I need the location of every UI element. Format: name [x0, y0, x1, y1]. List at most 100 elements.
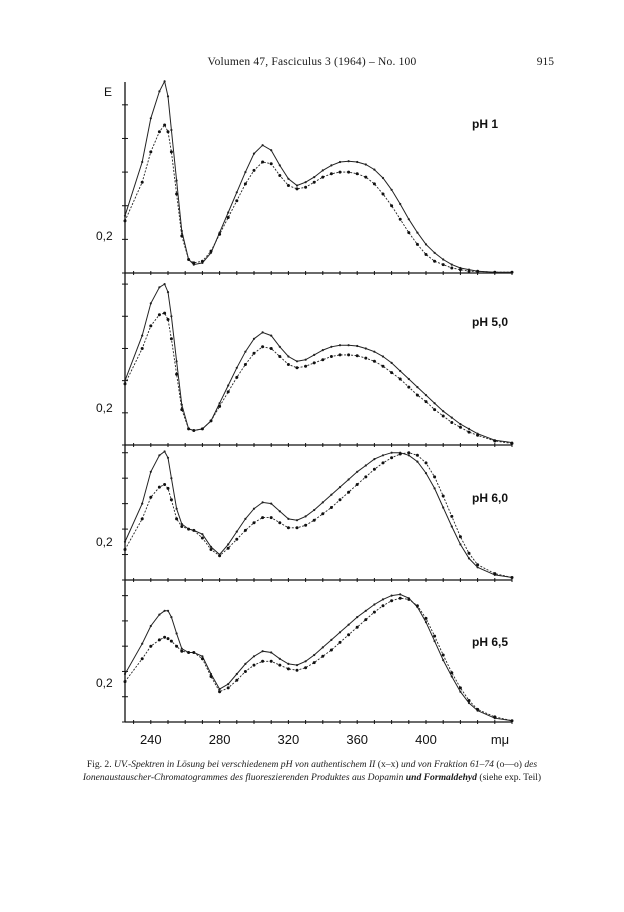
- data-point-x: [163, 80, 166, 83]
- data-point-x: [261, 144, 264, 147]
- data-point-o: [149, 495, 153, 499]
- data-point-o: [278, 663, 282, 667]
- data-point-x: [338, 160, 342, 164]
- data-point-o: [458, 686, 462, 690]
- data-point-o: [415, 242, 419, 246]
- data-point-o: [381, 461, 385, 465]
- data-point-x: [163, 609, 166, 612]
- data-point-x: [158, 90, 161, 93]
- data-point-x: [364, 609, 367, 612]
- data-point-o: [372, 610, 376, 614]
- data-point-o: [226, 216, 230, 219]
- data-point-o: [209, 548, 213, 551]
- data-point-o: [243, 363, 247, 366]
- series-line-fraction: [124, 312, 513, 444]
- data-point-o: [407, 451, 411, 455]
- data-point-o: [269, 347, 273, 350]
- data-point-o: [510, 719, 514, 723]
- data-point-o: [180, 234, 184, 238]
- data-point-o: [166, 130, 170, 134]
- data-point-x: [313, 653, 316, 657]
- data-point-o: [166, 637, 170, 641]
- data-point-o: [312, 180, 316, 184]
- data-point-x: [218, 688, 221, 691]
- data-point-o: [243, 528, 247, 532]
- caption-text-spectra: UV.-Spektren in Lösung bei verschiedenem…: [114, 759, 376, 770]
- data-point-x: [424, 243, 428, 246]
- data-point-o: [407, 385, 411, 389]
- data-point-o: [235, 199, 239, 203]
- data-point-x: [141, 502, 144, 505]
- data-point-x: [433, 640, 436, 643]
- data-point-o: [243, 182, 247, 186]
- data-point-x: [407, 454, 410, 457]
- data-point-x: [227, 211, 230, 214]
- data-point-o: [286, 184, 290, 187]
- series-line-fraction: [124, 124, 512, 273]
- data-point-x: [170, 616, 173, 619]
- data-point-o: [304, 523, 308, 527]
- data-point-x: [347, 623, 350, 626]
- data-point-o: [169, 337, 173, 341]
- data-point-o: [243, 670, 247, 673]
- data-point-x: [163, 283, 166, 286]
- data-point-o: [450, 514, 454, 518]
- data-point-o: [192, 651, 196, 654]
- caption-text-fraction: und von Fraktion 61–74: [400, 759, 494, 770]
- data-point-x: [313, 353, 316, 356]
- data-point-o: [347, 633, 351, 637]
- data-point-x: [270, 502, 273, 505]
- data-point-o: [175, 517, 179, 521]
- data-point-o: [286, 526, 290, 530]
- data-point-x: [338, 486, 342, 489]
- data-point-x: [287, 517, 290, 521]
- data-point-o: [218, 554, 222, 558]
- data-point-o: [218, 690, 222, 694]
- data-point-o: [407, 597, 411, 601]
- data-point-o: [450, 421, 454, 424]
- data-point-x: [244, 350, 247, 353]
- data-point-x: [347, 160, 350, 163]
- data-point-x: [261, 501, 264, 504]
- data-point-x: [442, 258, 445, 261]
- data-point-x: [244, 517, 247, 521]
- data-point-x: [278, 345, 281, 348]
- data-point-x: [356, 344, 359, 348]
- data-point-o: [364, 175, 368, 179]
- data-point-o: [252, 168, 256, 172]
- data-point-o: [169, 498, 173, 502]
- data-point-x: [261, 650, 264, 653]
- data-point-x: [304, 660, 307, 663]
- data-point-o: [261, 516, 265, 520]
- data-point-x: [381, 598, 385, 601]
- data-point-o: [415, 453, 419, 457]
- data-point-x: [364, 163, 367, 166]
- x-unit-label: mμ: [491, 732, 509, 747]
- data-point-o: [209, 249, 213, 253]
- data-point-o: [123, 680, 127, 684]
- data-point-o: [163, 635, 167, 639]
- data-point-o: [123, 548, 127, 551]
- data-point-o: [187, 527, 191, 531]
- data-point-x: [209, 545, 213, 549]
- data-point-o: [123, 219, 127, 223]
- panel-ph-label: pH 6,5: [472, 635, 508, 649]
- data-point-x: [381, 176, 385, 180]
- data-point-x: [295, 519, 299, 522]
- data-point-o: [476, 563, 480, 567]
- data-point-o: [235, 375, 239, 379]
- data-point-o: [295, 526, 299, 530]
- data-point-o: [163, 311, 167, 315]
- data-point-o: [261, 659, 265, 663]
- data-point-o: [372, 182, 376, 186]
- data-point-o: [467, 269, 471, 273]
- data-point-x: [390, 188, 393, 191]
- data-point-o: [321, 512, 325, 516]
- data-point-o: [398, 217, 402, 221]
- y-tick-label: 0,2: [96, 229, 113, 243]
- data-point-x: [252, 337, 256, 340]
- data-point-x: [201, 655, 204, 658]
- caption-text-formaldehyd: und Formaldehyd: [405, 772, 477, 783]
